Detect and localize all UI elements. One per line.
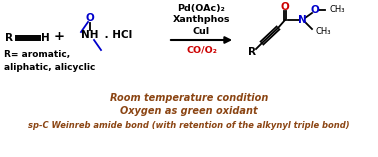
- Text: N: N: [297, 15, 307, 25]
- Text: sp-C Weinreb amide bond (with retention of the alkynyl triple bond): sp-C Weinreb amide bond (with retention …: [28, 122, 350, 130]
- Text: R= aromatic,: R= aromatic,: [4, 51, 70, 60]
- Text: CH₃: CH₃: [330, 5, 345, 14]
- Text: CH₃: CH₃: [316, 27, 332, 36]
- Text: O: O: [86, 13, 94, 23]
- Text: Xanthphos: Xanthphos: [173, 16, 230, 24]
- Text: Oxygen as green oxidant: Oxygen as green oxidant: [120, 106, 258, 116]
- Text: +: +: [54, 30, 65, 43]
- Text: O: O: [311, 5, 319, 15]
- Text: O: O: [280, 2, 290, 12]
- Text: CO/O₂: CO/O₂: [186, 46, 217, 54]
- Text: Pd(OAc)₂: Pd(OAc)₂: [178, 3, 225, 13]
- Text: CuI: CuI: [193, 27, 210, 36]
- Text: NH: NH: [81, 30, 99, 40]
- Text: Room temperature condition: Room temperature condition: [110, 93, 268, 103]
- Text: R: R: [5, 33, 13, 43]
- Text: H: H: [41, 33, 50, 43]
- Text: R: R: [248, 47, 256, 57]
- Text: aliphatic, alicyclic: aliphatic, alicyclic: [4, 62, 95, 71]
- Text: . HCl: . HCl: [101, 30, 132, 40]
